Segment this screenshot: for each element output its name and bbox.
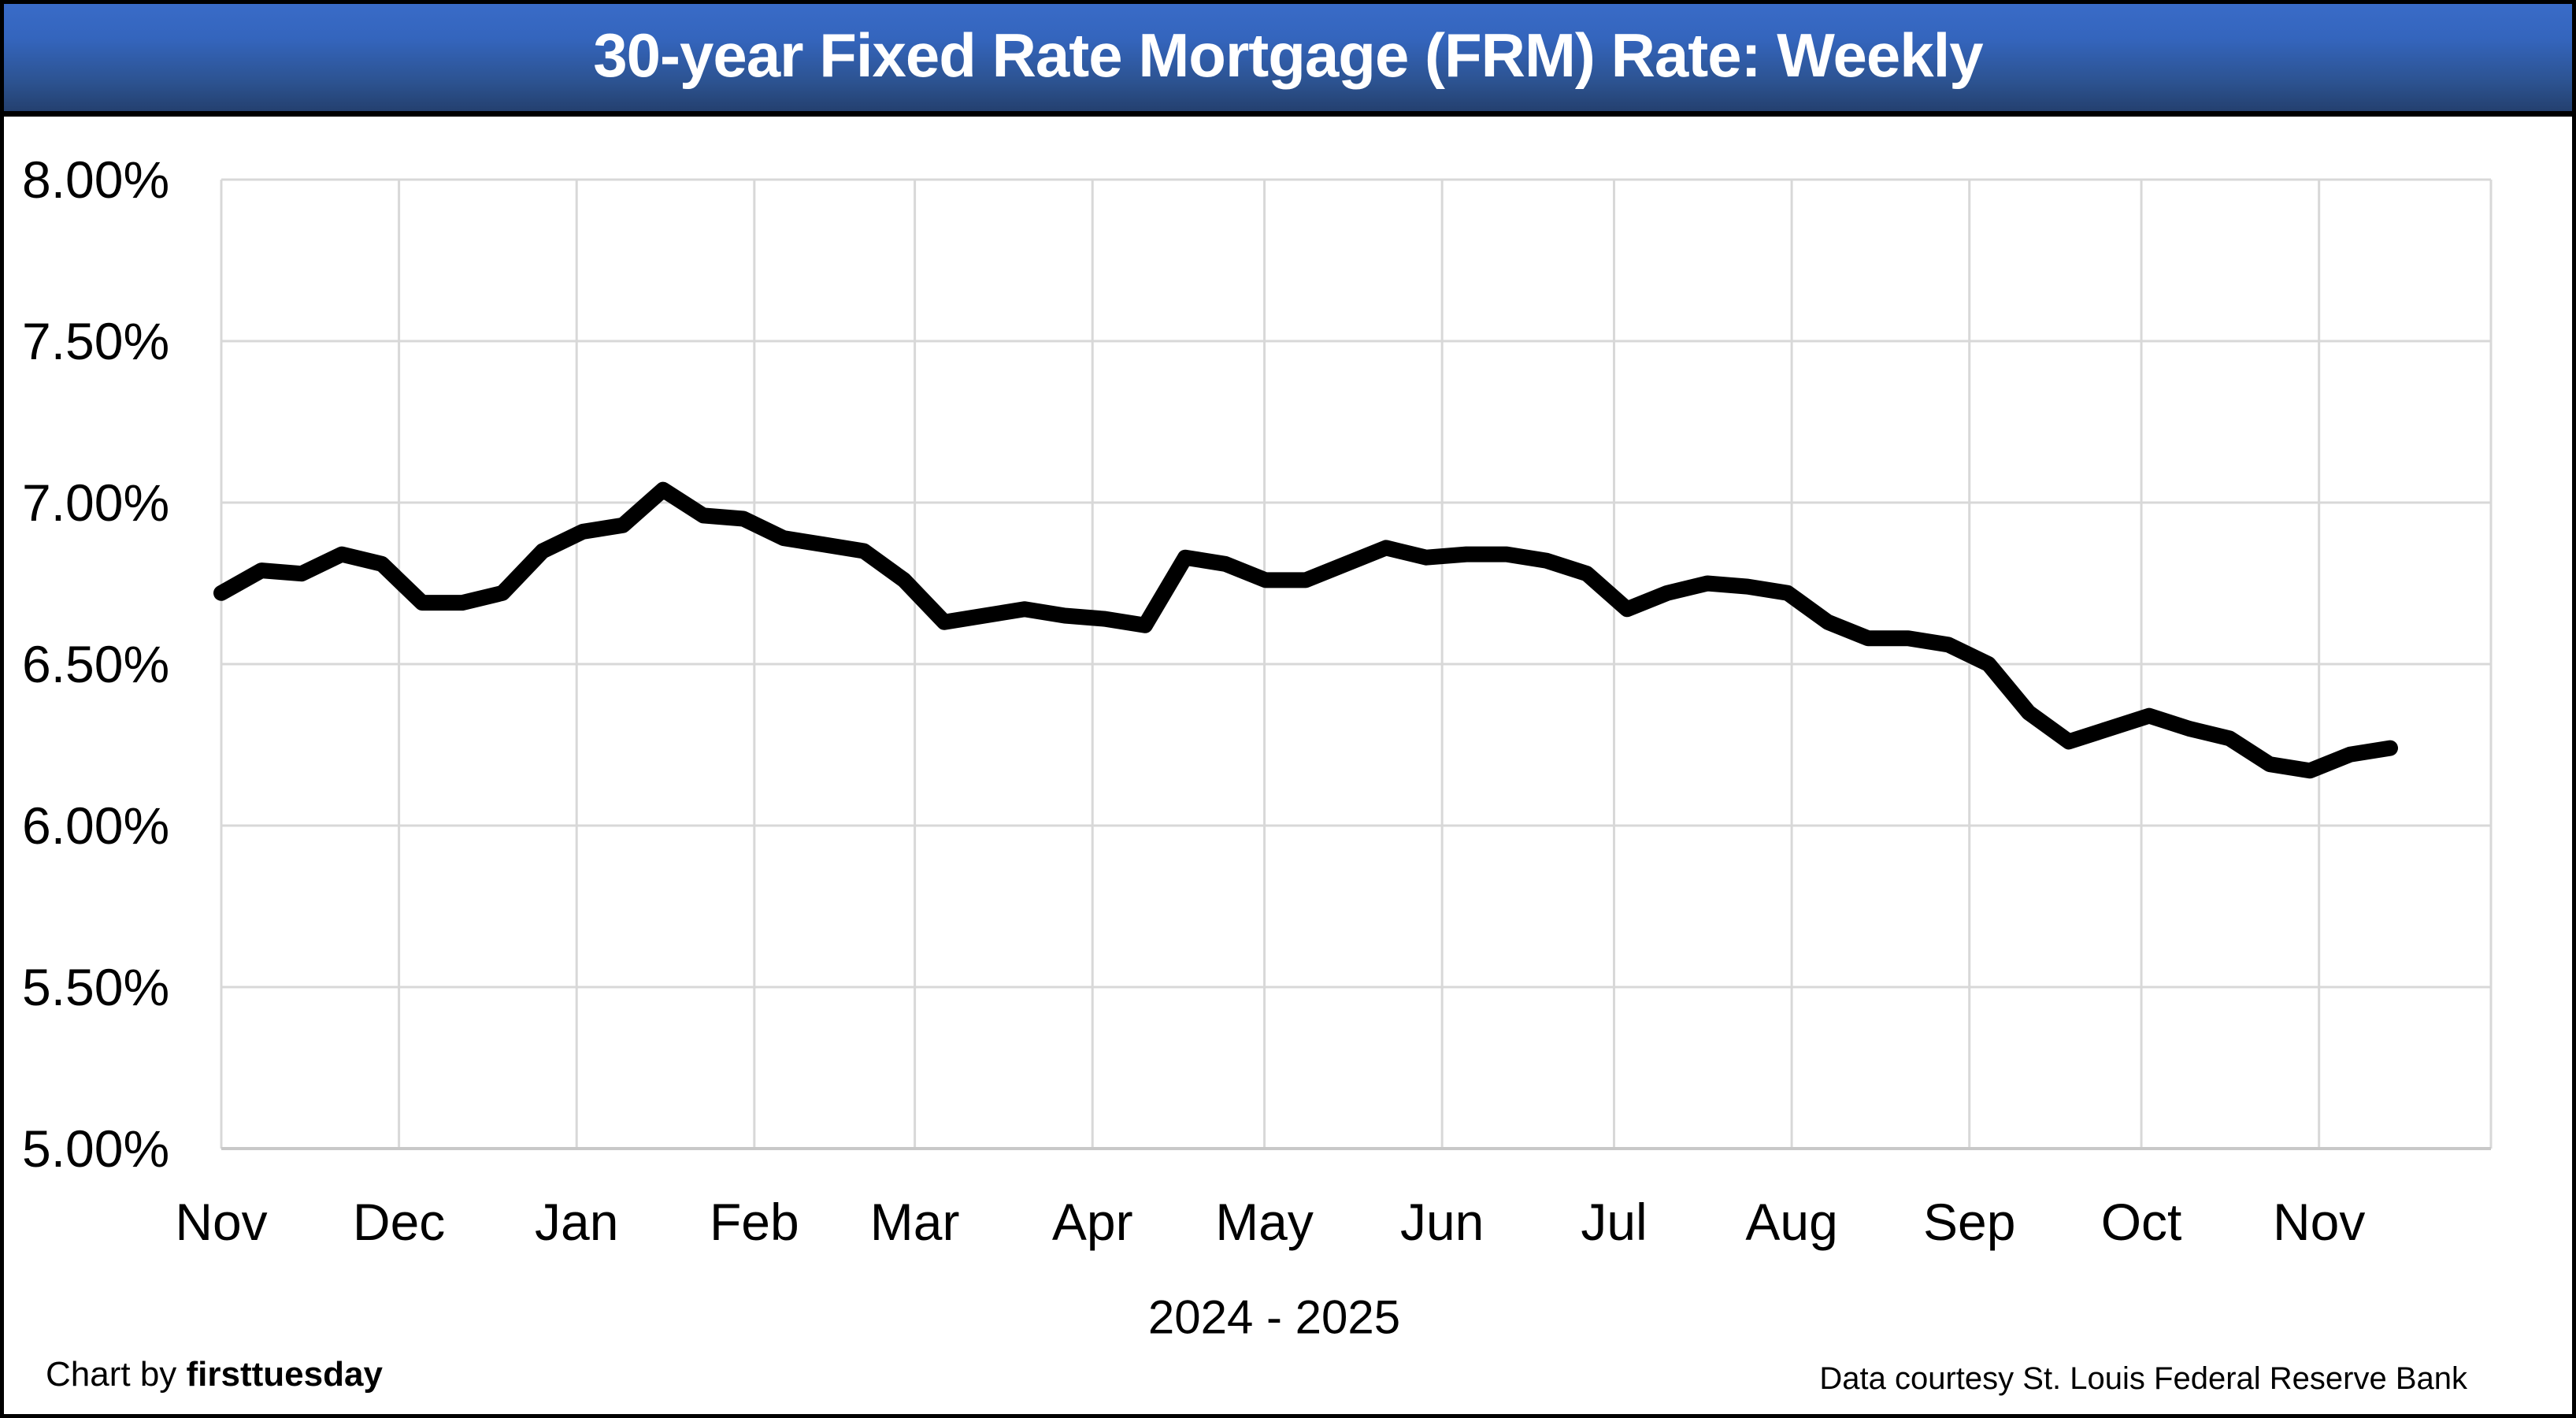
x-axis-title: 2024 - 2025 [1148,1291,1400,1344]
x-tick-label: Nov [175,1193,267,1251]
rate-line-series [213,481,2398,779]
x-tick-label: Aug [1745,1193,1837,1251]
x-axis-tick-labels: Nov Dec Jan Feb Mar Apr May Jun Jul Aug Sep Oct Nov [175,1193,2365,1251]
x-tick-label: Sep [1923,1193,2015,1251]
y-tick-label: 6.50% [22,635,169,693]
data-source-credit: Data courtesy St. Louis Federal Reserve … [1819,1361,2467,1396]
x-tick-label: May [1215,1193,1314,1251]
x-tick-label: Dec [353,1193,445,1251]
x-tick-label: Apr [1052,1193,1133,1251]
chart-credit: Chart by firsttuesday [46,1355,383,1394]
rate-polyline [213,481,2398,779]
x-axis-title-text: 2024 - 2025 [1148,1291,1400,1344]
x-tick-label: Mar [870,1193,960,1251]
y-tick-label: 5.50% [22,958,169,1016]
y-tick-label: 8.00% [22,150,169,209]
chart-credit-prefix: Chart by [46,1355,187,1394]
x-tick-label: Oct [2101,1193,2182,1251]
gridlines [220,178,2493,1150]
x-tick-label: Jul [1581,1193,1647,1251]
x-tick-label: Feb [710,1193,799,1251]
y-axis-tick-labels: 8.00% 7.50% 7.00% 6.50% 6.00% 5.50% 5.00% [22,150,169,1178]
y-tick-label: 7.00% [22,473,169,532]
chart-credit-brand: firsttuesday [186,1355,383,1394]
x-tick-label: Jun [1400,1193,1484,1251]
chart-title: 30-year Fixed Rate Mortgage (FRM) Rate: … [593,20,1983,90]
x-tick-label: Jan [535,1193,618,1251]
y-tick-label: 6.00% [22,796,169,855]
x-tick-label: Nov [2273,1193,2365,1251]
y-tick-label: 5.00% [22,1119,169,1178]
chart-title-bar: 30-year Fixed Rate Mortgage (FRM) Rate: … [0,0,2576,117]
y-tick-label: 7.50% [22,312,169,370]
